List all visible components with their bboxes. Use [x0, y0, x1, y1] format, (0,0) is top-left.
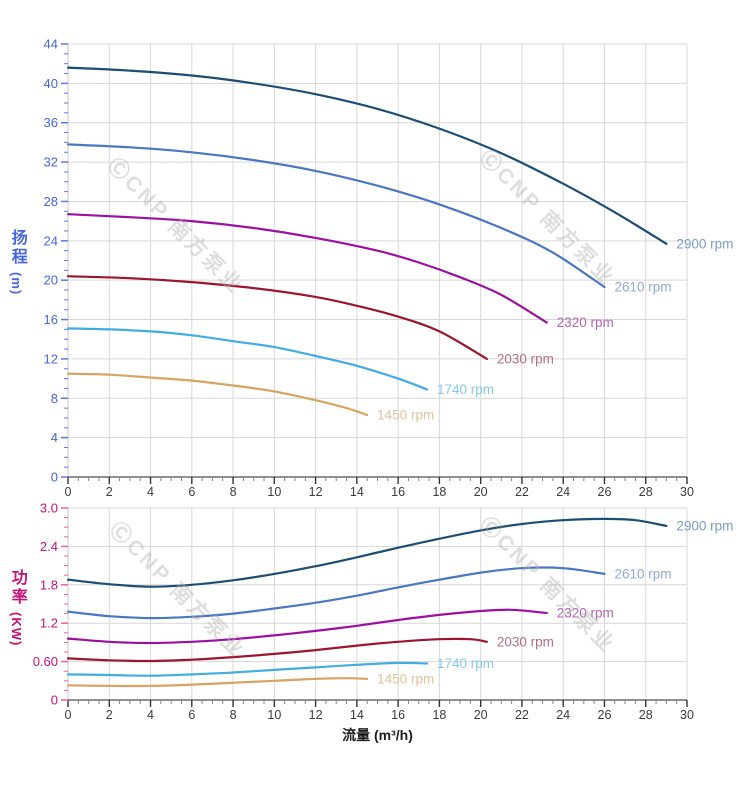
x-tick-label: 6 — [188, 708, 195, 722]
x-tick-label: 6 — [188, 485, 195, 499]
y-tick-label: 1.2 — [40, 616, 58, 631]
flow-axis-title: 流量 (m³/h) — [342, 727, 413, 743]
series-line-2900-rpm — [66, 66, 668, 245]
y-tick-label: 3.0 — [40, 501, 58, 516]
y-tick-label: 36 — [44, 115, 58, 130]
x-tick-label: 12 — [309, 708, 323, 722]
y-tick-label: 40 — [44, 76, 58, 91]
x-tick-label: 28 — [639, 708, 653, 722]
series-line-2900-rpm — [66, 517, 668, 588]
x-tick-label: 26 — [598, 708, 612, 722]
x-tick-label: 0 — [65, 485, 72, 499]
series-label-2900-rpm: 2900 rpm — [676, 518, 733, 533]
power-axis-title: 功率 (KW) — [8, 569, 26, 647]
y-tick-label: 2.4 — [40, 539, 58, 554]
head-axis-title-text: 扬程 — [8, 229, 26, 267]
head-chart: 0 2 4 6 8 10 12 14 16 18 20 22 24 26 28 300481216202428… — [44, 37, 734, 500]
y-tick-label: 0.60 — [33, 654, 58, 669]
series-label-2320-rpm: 2320 rpm — [557, 605, 614, 620]
x-tick-label: 24 — [556, 708, 570, 722]
x-tick-label: 14 — [350, 485, 364, 499]
x-tick-label: 16 — [391, 485, 405, 499]
series-line-1740-rpm — [66, 661, 429, 677]
series-line-1450-rpm — [66, 372, 369, 417]
x-tick-label: 24 — [556, 485, 570, 499]
series-label-1740-rpm: 1740 rpm — [437, 656, 494, 671]
series-label-2610-rpm: 2610 rpm — [614, 566, 671, 581]
head-axis-title: 扬程 (m) — [8, 229, 26, 296]
x-tick-label: 4 — [147, 708, 154, 722]
series-line-2610-rpm — [66, 566, 606, 620]
series-line-1450-rpm — [66, 677, 369, 688]
y-tick-label: 1.8 — [40, 577, 58, 592]
x-tick-label: 28 — [639, 485, 653, 499]
x-tick-label: 8 — [230, 485, 237, 499]
x-tick-label: 14 — [350, 708, 364, 722]
series-line-2320-rpm — [66, 608, 548, 645]
x-tick-label: 12 — [309, 485, 323, 499]
x-tick-label: 30 — [680, 708, 694, 722]
x-tick-label: 30 — [680, 485, 694, 499]
x-tick-label: 10 — [267, 485, 281, 499]
y-tick-label: 24 — [44, 233, 58, 248]
power-axis-unit: (KW) — [9, 612, 25, 647]
x-tick-label: 10 — [267, 708, 281, 722]
y-tick-label: 4 — [51, 430, 58, 445]
y-tick-label: 16 — [44, 312, 58, 327]
series-line-2030-rpm — [66, 637, 488, 663]
y-tick-label: 0 — [51, 693, 58, 708]
x-tick-label: 20 — [474, 708, 488, 722]
series-label-2030-rpm: 2030 rpm — [497, 351, 554, 366]
series-label-2900-rpm: 2900 rpm — [676, 236, 733, 251]
x-tick-label: 0 — [65, 708, 72, 722]
x-tick-label: 18 — [432, 485, 446, 499]
y-tick-label: 12 — [44, 351, 58, 366]
series-label-2320-rpm: 2320 rpm — [557, 315, 614, 330]
series-line-2610-rpm — [66, 143, 606, 289]
series-label-2610-rpm: 2610 rpm — [614, 280, 671, 295]
y-tick-label: 8 — [51, 391, 58, 406]
x-tick-label: 26 — [598, 485, 612, 499]
y-tick-label: 44 — [44, 37, 58, 52]
series-line-1740-rpm — [66, 327, 429, 391]
series-label-1450-rpm: 1450 rpm — [377, 408, 434, 423]
series-label-2030-rpm: 2030 rpm — [497, 634, 554, 649]
series-line-2030-rpm — [66, 275, 488, 360]
x-tick-label: 4 — [147, 485, 154, 499]
head-axis-unit: (m) — [9, 272, 25, 296]
series-label-1740-rpm: 1740 rpm — [437, 382, 494, 397]
y-tick-label: 28 — [44, 194, 58, 209]
series-line-2320-rpm — [66, 213, 548, 324]
x-tick-label: 2 — [106, 485, 113, 499]
x-tick-label: 8 — [230, 708, 237, 722]
x-tick-label: 20 — [474, 485, 488, 499]
power-chart: 0 2 4 6 8 10 12 14 16 18 20 22 24 26 28 3000.601.21.82.… — [33, 501, 734, 723]
y-tick-label: 20 — [44, 273, 58, 288]
x-tick-label: 22 — [515, 485, 529, 499]
y-tick-label: 0 — [51, 470, 58, 485]
y-tick-label: 32 — [44, 155, 58, 170]
x-tick-label: 2 — [106, 708, 113, 722]
x-tick-label: 16 — [391, 708, 405, 722]
series-label-1450-rpm: 1450 rpm — [377, 671, 434, 686]
x-tick-label: 18 — [432, 708, 446, 722]
power-axis-title-text: 功率 — [8, 569, 26, 607]
x-tick-label: 22 — [515, 708, 529, 722]
